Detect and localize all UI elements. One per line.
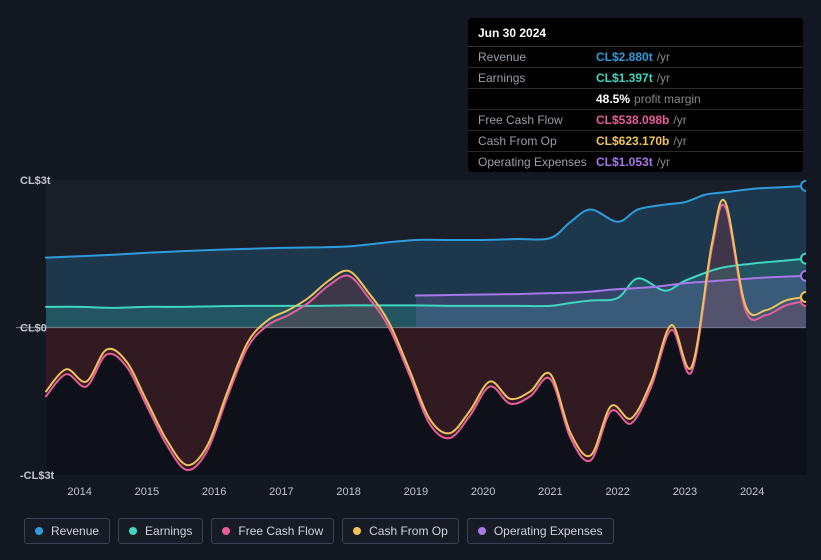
legend-item-fcf[interactable]: Free Cash Flow: [211, 518, 334, 544]
svg-text:2023: 2023: [673, 486, 697, 498]
chart-svg: CL$3t CL$0 -CL$3t 2014 2015 2016 2017 2018 2019 2…: [16, 155, 806, 505]
tooltip-rows: Revenue CL$2.880t /yr Earnings CL$1.397t…: [468, 47, 803, 172]
legend-dot: [35, 527, 43, 535]
legend-label: Free Cash Flow: [238, 524, 323, 538]
tooltip-row-fcf: Free Cash Flow CL$538.098b /yr: [468, 110, 803, 131]
svg-text:2020: 2020: [471, 486, 495, 498]
svg-text:2017: 2017: [269, 486, 293, 498]
chart-legend: Revenue Earnings Free Cash Flow Cash Fro…: [24, 518, 614, 544]
tooltip-unit: /yr: [673, 113, 686, 127]
svg-text:2021: 2021: [538, 486, 562, 498]
legend-dot: [478, 527, 486, 535]
tooltip-row-earnings: Earnings CL$1.397t /yr: [468, 68, 803, 89]
legend-dot: [353, 527, 361, 535]
svg-text:-CL$3t: -CL$3t: [20, 470, 55, 482]
svg-text:2016: 2016: [202, 486, 226, 498]
tooltip-value: CL$2.880t: [596, 50, 653, 64]
svg-text:2014: 2014: [67, 486, 91, 498]
tooltip-label: Revenue: [478, 50, 596, 64]
svg-text:2019: 2019: [404, 486, 428, 498]
tooltip-value: CL$1.397t: [596, 71, 653, 85]
legend-item-cfo[interactable]: Cash From Op: [342, 518, 459, 544]
legend-dot: [129, 527, 137, 535]
tooltip-unit: /yr: [657, 155, 670, 169]
svg-text:2022: 2022: [605, 486, 629, 498]
legend-label: Operating Expenses: [494, 524, 603, 538]
tooltip-unit: /yr: [657, 71, 670, 85]
legend-dot: [222, 527, 230, 535]
tooltip-unit: /yr: [657, 50, 670, 64]
legend-item-earnings[interactable]: Earnings: [118, 518, 203, 544]
tooltip-value: CL$623.170b: [596, 134, 669, 148]
tooltip-label: Operating Expenses: [478, 155, 596, 169]
tooltip-unit: /yr: [673, 134, 686, 148]
svg-text:2015: 2015: [135, 486, 159, 498]
financials-chart[interactable]: CL$3t CL$0 -CL$3t 2014 2015 2016 2017 2018 2019 2…: [16, 155, 806, 505]
tooltip-margin-value: 48.5%: [596, 92, 630, 106]
tooltip-label: Free Cash Flow: [478, 113, 596, 127]
legend-item-revenue[interactable]: Revenue: [24, 518, 110, 544]
tooltip-label: Earnings: [478, 71, 596, 85]
chart-tooltip: Jun 30 2024 Revenue CL$2.880t /yr Earnin…: [468, 18, 803, 172]
tooltip-row-margin: 48.5% profit margin: [468, 89, 803, 110]
svg-text:CL$0: CL$0: [20, 323, 47, 335]
tooltip-row-revenue: Revenue CL$2.880t /yr: [468, 47, 803, 68]
legend-label: Cash From Op: [369, 524, 448, 538]
legend-label: Revenue: [51, 524, 99, 538]
tooltip-label: Cash From Op: [478, 134, 596, 148]
tooltip-row-opex: Operating Expenses CL$1.053t /yr: [468, 152, 803, 172]
svg-text:2024: 2024: [740, 486, 764, 498]
tooltip-row-cfo: Cash From Op CL$623.170b /yr: [468, 131, 803, 152]
svg-text:2018: 2018: [336, 486, 360, 498]
tooltip-value: CL$1.053t: [596, 155, 653, 169]
tooltip-margin-text: profit margin: [634, 92, 701, 106]
legend-item-opex[interactable]: Operating Expenses: [467, 518, 614, 544]
legend-label: Earnings: [145, 524, 192, 538]
svg-text:CL$3t: CL$3t: [20, 175, 51, 187]
tooltip-date: Jun 30 2024: [468, 18, 803, 47]
tooltip-value: CL$538.098b: [596, 113, 669, 127]
